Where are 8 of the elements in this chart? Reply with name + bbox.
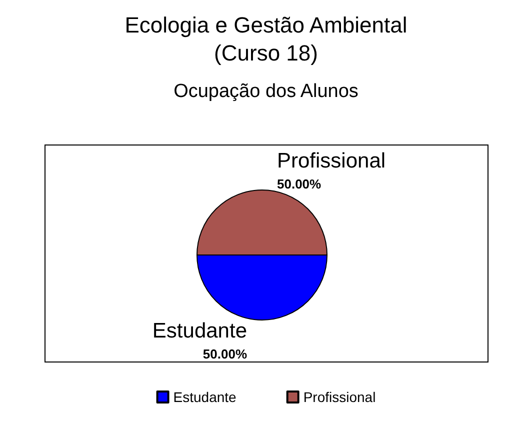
- data-label: 50.00%: [202, 346, 248, 362]
- slice-label: Profissional: [277, 150, 386, 172]
- legend-label: Profissional: [303, 389, 376, 405]
- chart-subtitle: Ocupação dos Alunos: [174, 81, 358, 102]
- data-label: 50.00%: [277, 176, 322, 192]
- legend-label: Estudante: [173, 389, 237, 405]
- chart-title: Ecologia e Gestão Ambiental (Curso 18): [124, 12, 408, 66]
- slice-label: Estudante: [152, 320, 247, 342]
